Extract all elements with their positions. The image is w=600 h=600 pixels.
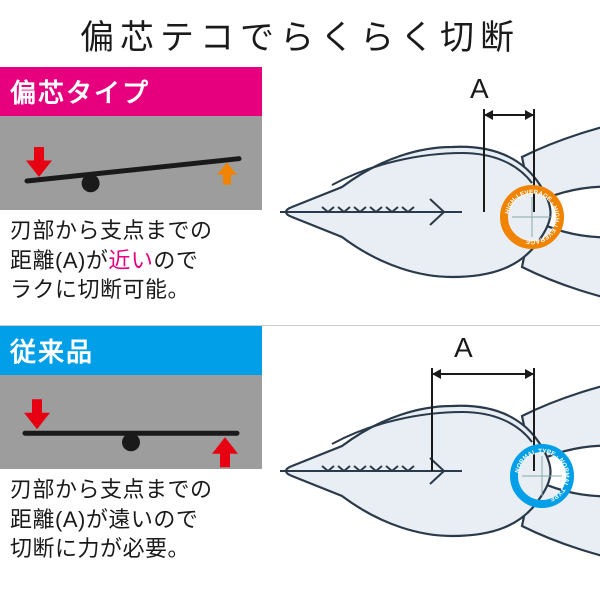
type-tag: 偏芯タイプ	[0, 67, 262, 116]
dimension-label: A	[454, 332, 473, 364]
lever-diagram	[0, 116, 262, 210]
page-title: 偏芯テコでらくらく切断	[0, 0, 600, 67]
comparison-row: 偏芯タイプ刃部から支点までの距離(A)が近いのでラクに切断可能。 A HIGH-LE…	[0, 67, 600, 325]
dimension-label: A	[470, 73, 489, 105]
description-text: 刃部から支点までの距離(A)が近いのでラクに切断可能。	[0, 210, 262, 309]
normal-leverage-badge: NORMAL TYPE · NORMAL TYPE	[510, 444, 574, 508]
description-text: 刃部から支点までの距離(A)が遠いので切断に力が必要。	[0, 469, 262, 568]
type-tag: 従来品	[0, 326, 262, 375]
high-leverage-badge: HIGH-LEVERAGE · HIGH-LEVERAGE	[500, 185, 564, 249]
plier-illustration: A HIGH-LEVERAGE · HIGH-LEVERAGE	[262, 67, 600, 325]
comparison-row: 従来品刃部から支点までの距離(A)が遠いので切断に力が必要。 A NORMAL TY…	[0, 326, 600, 584]
lever-diagram	[0, 375, 262, 469]
plier-illustration: A NORMAL TYPE · NORMAL TYPE	[262, 326, 600, 584]
